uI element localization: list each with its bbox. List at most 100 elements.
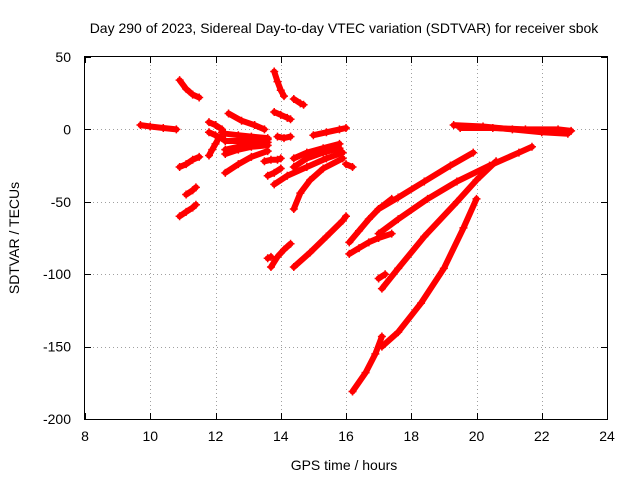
data-point [211, 139, 220, 148]
series-line [290, 145, 343, 170]
data-point [195, 152, 204, 161]
data-point [374, 274, 383, 283]
data-point [286, 132, 295, 141]
data-point [266, 252, 275, 261]
y-tick-label: -50 [51, 194, 71, 210]
series-arc-33 [374, 142, 536, 238]
data-point [381, 270, 390, 279]
series-arc-18 [263, 164, 285, 180]
series-arc-13 [221, 147, 272, 177]
data-point [387, 229, 396, 238]
x-axis-label: GPS time / hours [291, 457, 398, 473]
data-point [554, 125, 563, 134]
data-point [335, 125, 344, 134]
series-arc-21 [289, 139, 344, 163]
y-axis-label: SDTVAR / TECUs [6, 182, 22, 294]
series-arc-32 [374, 148, 478, 214]
y-tick-label: -150 [43, 339, 71, 355]
x-tick-labels: 8 10 12 14 16 18 20 22 24 [81, 428, 615, 444]
data-point [342, 212, 350, 221]
data-point [345, 238, 354, 247]
y-tick-label: -100 [43, 266, 71, 282]
data-point [260, 157, 269, 166]
data-point [250, 121, 259, 130]
data-point [247, 152, 256, 161]
data-point [204, 151, 213, 160]
data-point [182, 207, 191, 216]
series-arc-02 [175, 76, 204, 102]
series-arc-25 [309, 123, 350, 140]
data-point [221, 129, 230, 138]
data-point [452, 177, 461, 186]
data-point [459, 223, 468, 232]
data-point [488, 123, 497, 132]
data-point [286, 239, 295, 248]
x-tick-label: 18 [403, 428, 419, 444]
data-point [182, 160, 191, 169]
data-point [136, 121, 145, 130]
series-arc-36 [348, 332, 386, 396]
data-point [355, 226, 364, 235]
series-arc-04 [182, 183, 200, 199]
data-point [417, 299, 426, 308]
data-point [377, 284, 386, 293]
data-point [456, 123, 465, 132]
data-point [204, 118, 213, 127]
data-point [348, 163, 357, 172]
series-arc-31 [345, 229, 396, 258]
series-arc-37 [377, 194, 481, 351]
data-point [270, 67, 279, 76]
series-arc-17 [260, 154, 285, 166]
data-point [394, 193, 403, 202]
data-point [361, 368, 370, 377]
data-point [319, 148, 328, 157]
data-point [263, 147, 272, 156]
data-point [221, 168, 230, 177]
series-arc-01 [136, 121, 181, 134]
data-point [374, 205, 383, 214]
series-line [176, 201, 199, 220]
data-point [338, 216, 347, 225]
x-tick-label: 22 [534, 428, 550, 444]
data-point [191, 200, 200, 209]
data-point [159, 123, 168, 132]
series-line [137, 122, 180, 133]
data-point [280, 134, 289, 143]
data-point [188, 155, 197, 164]
data-point [204, 128, 213, 137]
data-point [394, 328, 403, 337]
data-point [289, 205, 298, 214]
series-line [176, 77, 203, 101]
data-point [322, 128, 331, 137]
x-tick-label: 10 [142, 428, 158, 444]
series-arc-23 [270, 148, 347, 189]
series-line [290, 140, 343, 162]
data-point [472, 176, 481, 185]
data-point [420, 177, 429, 186]
data-point [286, 115, 295, 124]
series-arc-28 [289, 212, 350, 271]
data-point [211, 121, 220, 130]
data-point [345, 249, 354, 258]
data-point [364, 215, 373, 224]
series-arc-03 [175, 152, 204, 172]
series-line [271, 68, 287, 100]
grid [85, 57, 607, 419]
data-point [338, 154, 347, 163]
x-tick-label: 24 [599, 428, 615, 444]
data-point [449, 121, 458, 130]
data-point [302, 163, 311, 172]
data-point [175, 212, 184, 221]
series-line [290, 213, 349, 270]
series-line [206, 135, 222, 159]
data-point [260, 125, 269, 134]
x-tick-label: 16 [338, 428, 354, 444]
x-tick-label: 14 [273, 428, 289, 444]
series-line [222, 142, 271, 157]
data-point [195, 93, 204, 102]
data-point [306, 248, 315, 257]
series-arc-39 [456, 123, 576, 135]
data-point [348, 387, 357, 396]
series-arc-12 [221, 141, 272, 159]
data-point [289, 94, 298, 103]
